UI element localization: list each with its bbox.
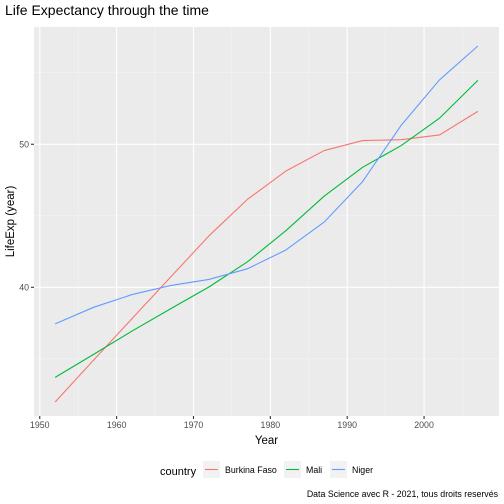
x-tick-label: 1950 bbox=[30, 420, 50, 430]
legend: country Burkina Faso Mali Niger bbox=[160, 461, 373, 478]
chart-title: Life Expectancy through the time bbox=[5, 2, 209, 18]
legend-label-mali: Mali bbox=[306, 465, 322, 475]
x-tick-label: 1980 bbox=[261, 420, 281, 430]
x-tick-label: 1960 bbox=[107, 420, 127, 430]
y-tick-label: 50 bbox=[19, 139, 29, 149]
legend-label-burkina-faso: Burkina Faso bbox=[225, 465, 277, 475]
series-line-niger bbox=[54, 45, 479, 325]
legend-label-niger: Niger bbox=[352, 465, 373, 475]
series-lines bbox=[54, 45, 479, 403]
y-tick-label: 40 bbox=[19, 282, 29, 292]
minor-gridlines bbox=[34, 27, 499, 416]
major-gridlines bbox=[34, 27, 499, 416]
x-tick-label: 1990 bbox=[337, 420, 357, 430]
x-axis-title: Year bbox=[255, 435, 278, 447]
y-axis: 40 50 bbox=[19, 139, 34, 292]
x-tick-label: 2000 bbox=[414, 420, 434, 430]
series-line-mali bbox=[54, 79, 479, 378]
x-axis: 1950 1960 1970 1980 1990 2000 bbox=[30, 416, 434, 430]
chart-caption: Data Science avec R - 2021, tous droits … bbox=[307, 489, 499, 499]
x-tick-label: 1970 bbox=[184, 420, 204, 430]
plot-panel bbox=[34, 27, 499, 416]
legend-title: country bbox=[160, 466, 197, 478]
series-line-burkina-faso bbox=[54, 110, 479, 403]
y-axis-title: LifeExp (year) bbox=[5, 186, 17, 258]
